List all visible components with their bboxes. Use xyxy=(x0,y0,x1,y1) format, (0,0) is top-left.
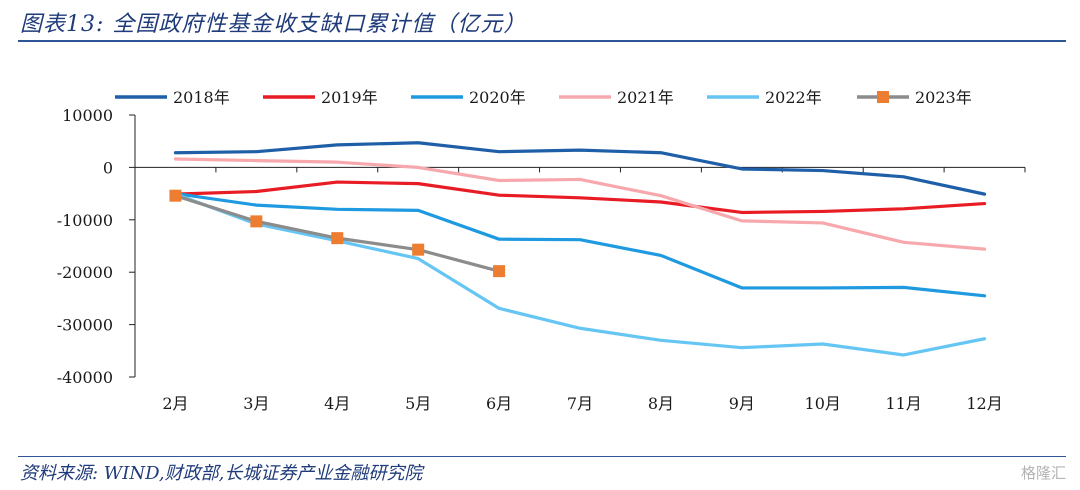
x-tick-label: 5月 xyxy=(405,394,431,413)
chart-legend: 2018年 2019年 2020年 2021年 2022年 2023年 xyxy=(115,88,972,107)
x-tick-label: 7月 xyxy=(567,394,593,413)
series-line xyxy=(173,180,987,215)
y-tick-label: 10000 xyxy=(62,106,113,125)
legend-label: 2019年 xyxy=(321,88,378,107)
data-point-marker xyxy=(169,189,182,202)
watermark-logo: 格隆汇 xyxy=(1020,464,1066,482)
data-point-marker xyxy=(493,265,506,278)
y-tick-label: -40000 xyxy=(57,368,113,387)
chart-plot-area xyxy=(169,141,987,357)
x-tick-label: 8月 xyxy=(648,394,674,413)
y-tick-label: 0 xyxy=(103,158,113,177)
series-line xyxy=(173,141,987,196)
legend-label: 2021年 xyxy=(617,88,674,107)
x-tick-label: 3月 xyxy=(243,394,269,413)
chart-title: 图表13: 全国政府性基金收支缺口累计值（亿元） xyxy=(20,12,527,37)
chart-axes: 10000 0 -10000 -20000 -30000 -40000 2月 3月 4月 5月 6月… xyxy=(57,106,1026,413)
x-tick-label: 12月 xyxy=(966,394,1002,413)
source-note: 资料来源: WIND,财政部,长城证券产业金融研究院 xyxy=(20,463,423,484)
legend-label: 2023年 xyxy=(915,88,972,107)
data-point-marker xyxy=(250,215,263,228)
x-tick-label: 10月 xyxy=(805,394,841,413)
line-chart: 2018年 2019年 2020年 2021年 2022年 2023年 10000 0 -10… xyxy=(57,88,1026,413)
series-line xyxy=(173,157,987,251)
title-divider xyxy=(18,40,1066,42)
data-point-marker xyxy=(331,232,344,245)
data-point-marker xyxy=(412,243,425,256)
legend-label: 2022年 xyxy=(765,88,822,107)
series-line xyxy=(173,192,987,298)
x-tick-label: 6月 xyxy=(486,394,512,413)
x-tick-label: 11月 xyxy=(885,394,921,413)
source-divider xyxy=(18,456,1066,457)
y-tick-label: -10000 xyxy=(57,211,113,230)
x-tick-label: 2月 xyxy=(162,394,188,413)
legend-marker xyxy=(877,91,889,103)
legend-label: 2020年 xyxy=(469,88,526,107)
x-tick-label: 9月 xyxy=(729,394,755,413)
series-line xyxy=(173,192,987,357)
x-tick-label: 4月 xyxy=(324,394,350,413)
y-tick-label: -30000 xyxy=(57,316,113,335)
y-tick-label: -20000 xyxy=(57,263,113,282)
legend-label: 2018年 xyxy=(173,88,230,107)
